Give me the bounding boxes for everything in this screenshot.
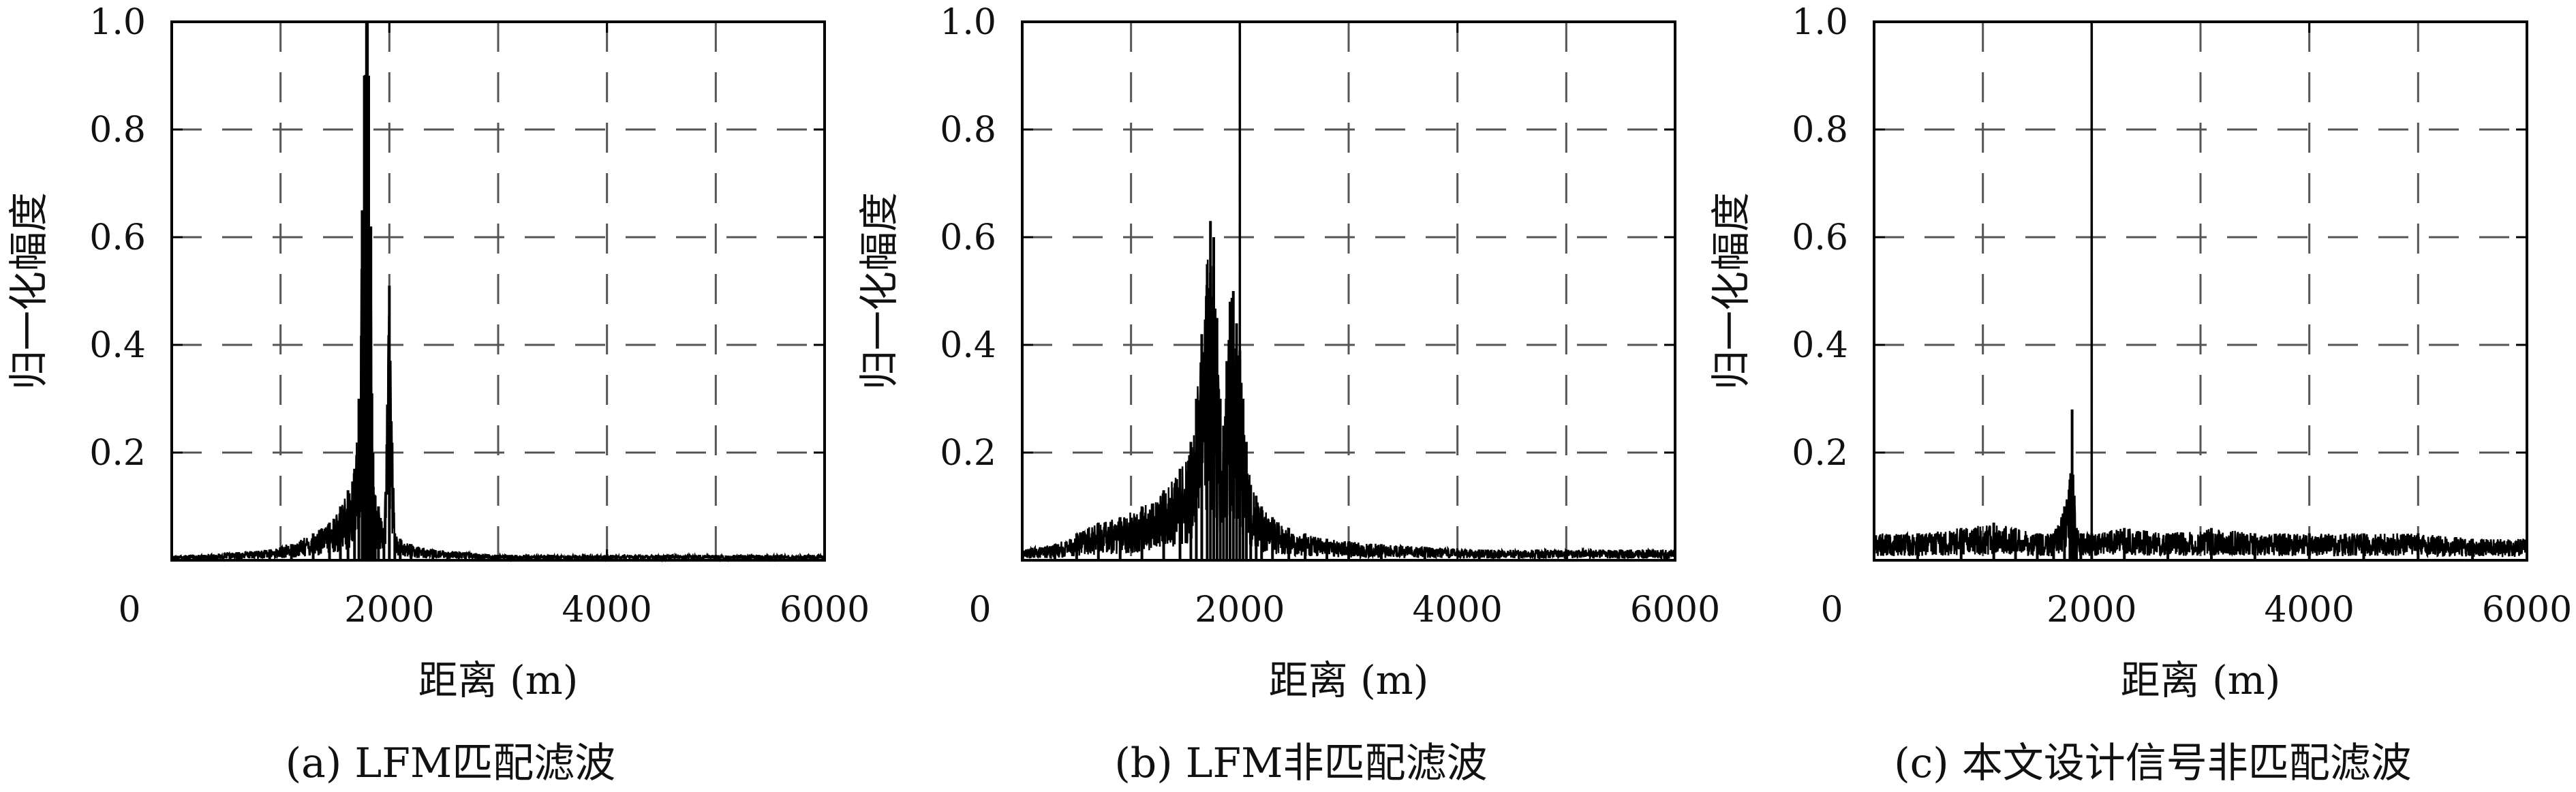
- signal-line: [1021, 234, 1676, 562]
- grid: [1874, 22, 2527, 560]
- x-tick-label: 6000: [780, 590, 870, 630]
- y-tick-label: 1.0: [89, 2, 146, 43]
- y-tick-label: 0.2: [940, 433, 996, 474]
- plot-frame: [1873, 20, 2528, 562]
- y-tick-label: 0.4: [940, 325, 996, 366]
- grid: [1022, 22, 1675, 560]
- y-tick-label: 0.8: [1792, 110, 1848, 151]
- y-tick-label: 0.2: [1792, 433, 1848, 474]
- x-tick-label: 4000: [2264, 590, 2354, 630]
- y-tick-label: 0.8: [89, 110, 146, 151]
- y-tick-label: 0.8: [940, 110, 996, 151]
- y-tick-label: 0.4: [1792, 325, 1848, 366]
- y-tick-label: 1.0: [1792, 2, 1848, 43]
- x-tick-label: 2000: [344, 590, 434, 630]
- y-axis-label: 归一化幅度: [856, 192, 902, 390]
- x-tick-label: 2000: [2046, 590, 2136, 630]
- panel-caption: (c) 本文设计信号非匹配滤波: [1894, 740, 2412, 787]
- x-tick-label: 6000: [1630, 590, 1720, 630]
- y-axis-label: 归一化幅度: [1708, 192, 1754, 390]
- x-tick-label: 0: [1820, 590, 1843, 630]
- y-tick-label: 1.0: [940, 2, 996, 43]
- plot-frame: [170, 20, 826, 562]
- grid: [172, 22, 825, 560]
- panel-caption: (a) LFM匹配滤波: [286, 740, 616, 787]
- x-axis-label: 距离 (m): [418, 657, 579, 703]
- plot-frame: [1021, 20, 1676, 562]
- y-tick-label: 0.6: [940, 217, 996, 258]
- panel-2: 0.2 0.4 0.6 0.8 1.0 0 2000 4000 6000 距离 (m) 归一化幅度 (…: [856, 2, 1720, 787]
- x-tick-label: 4000: [1412, 590, 1502, 630]
- panel-1: 0.2 0.4 0.6 0.8 1.0 0 2000 4000 6000 距离 (m) 归一化幅度 (…: [5, 2, 870, 787]
- y-tick-label: 0.2: [89, 433, 146, 474]
- x-tick-label: 0: [118, 590, 140, 630]
- panel-3: 0.2 0.4 0.6 0.8 1.0 0 2000 4000 6000 距离 (m) 归一化幅度 (…: [1708, 2, 2572, 787]
- signal-line: [1873, 461, 2528, 559]
- panel-caption: (b) LFM非匹配滤波: [1114, 740, 1487, 787]
- x-tick-label: 0: [968, 590, 991, 630]
- x-tick-label: 2000: [1195, 590, 1285, 630]
- x-axis-label: 距离 (m): [1269, 657, 1429, 703]
- y-tick-label: 0.4: [89, 325, 146, 366]
- y-tick-label: 0.6: [1792, 217, 1848, 258]
- y-tick-label: 0.6: [89, 217, 146, 258]
- x-tick-label: 4000: [562, 590, 651, 630]
- x-tick-label: 6000: [2482, 590, 2572, 630]
- y-axis-label: 归一化幅度: [5, 192, 52, 390]
- x-axis-label: 距离 (m): [2121, 657, 2281, 703]
